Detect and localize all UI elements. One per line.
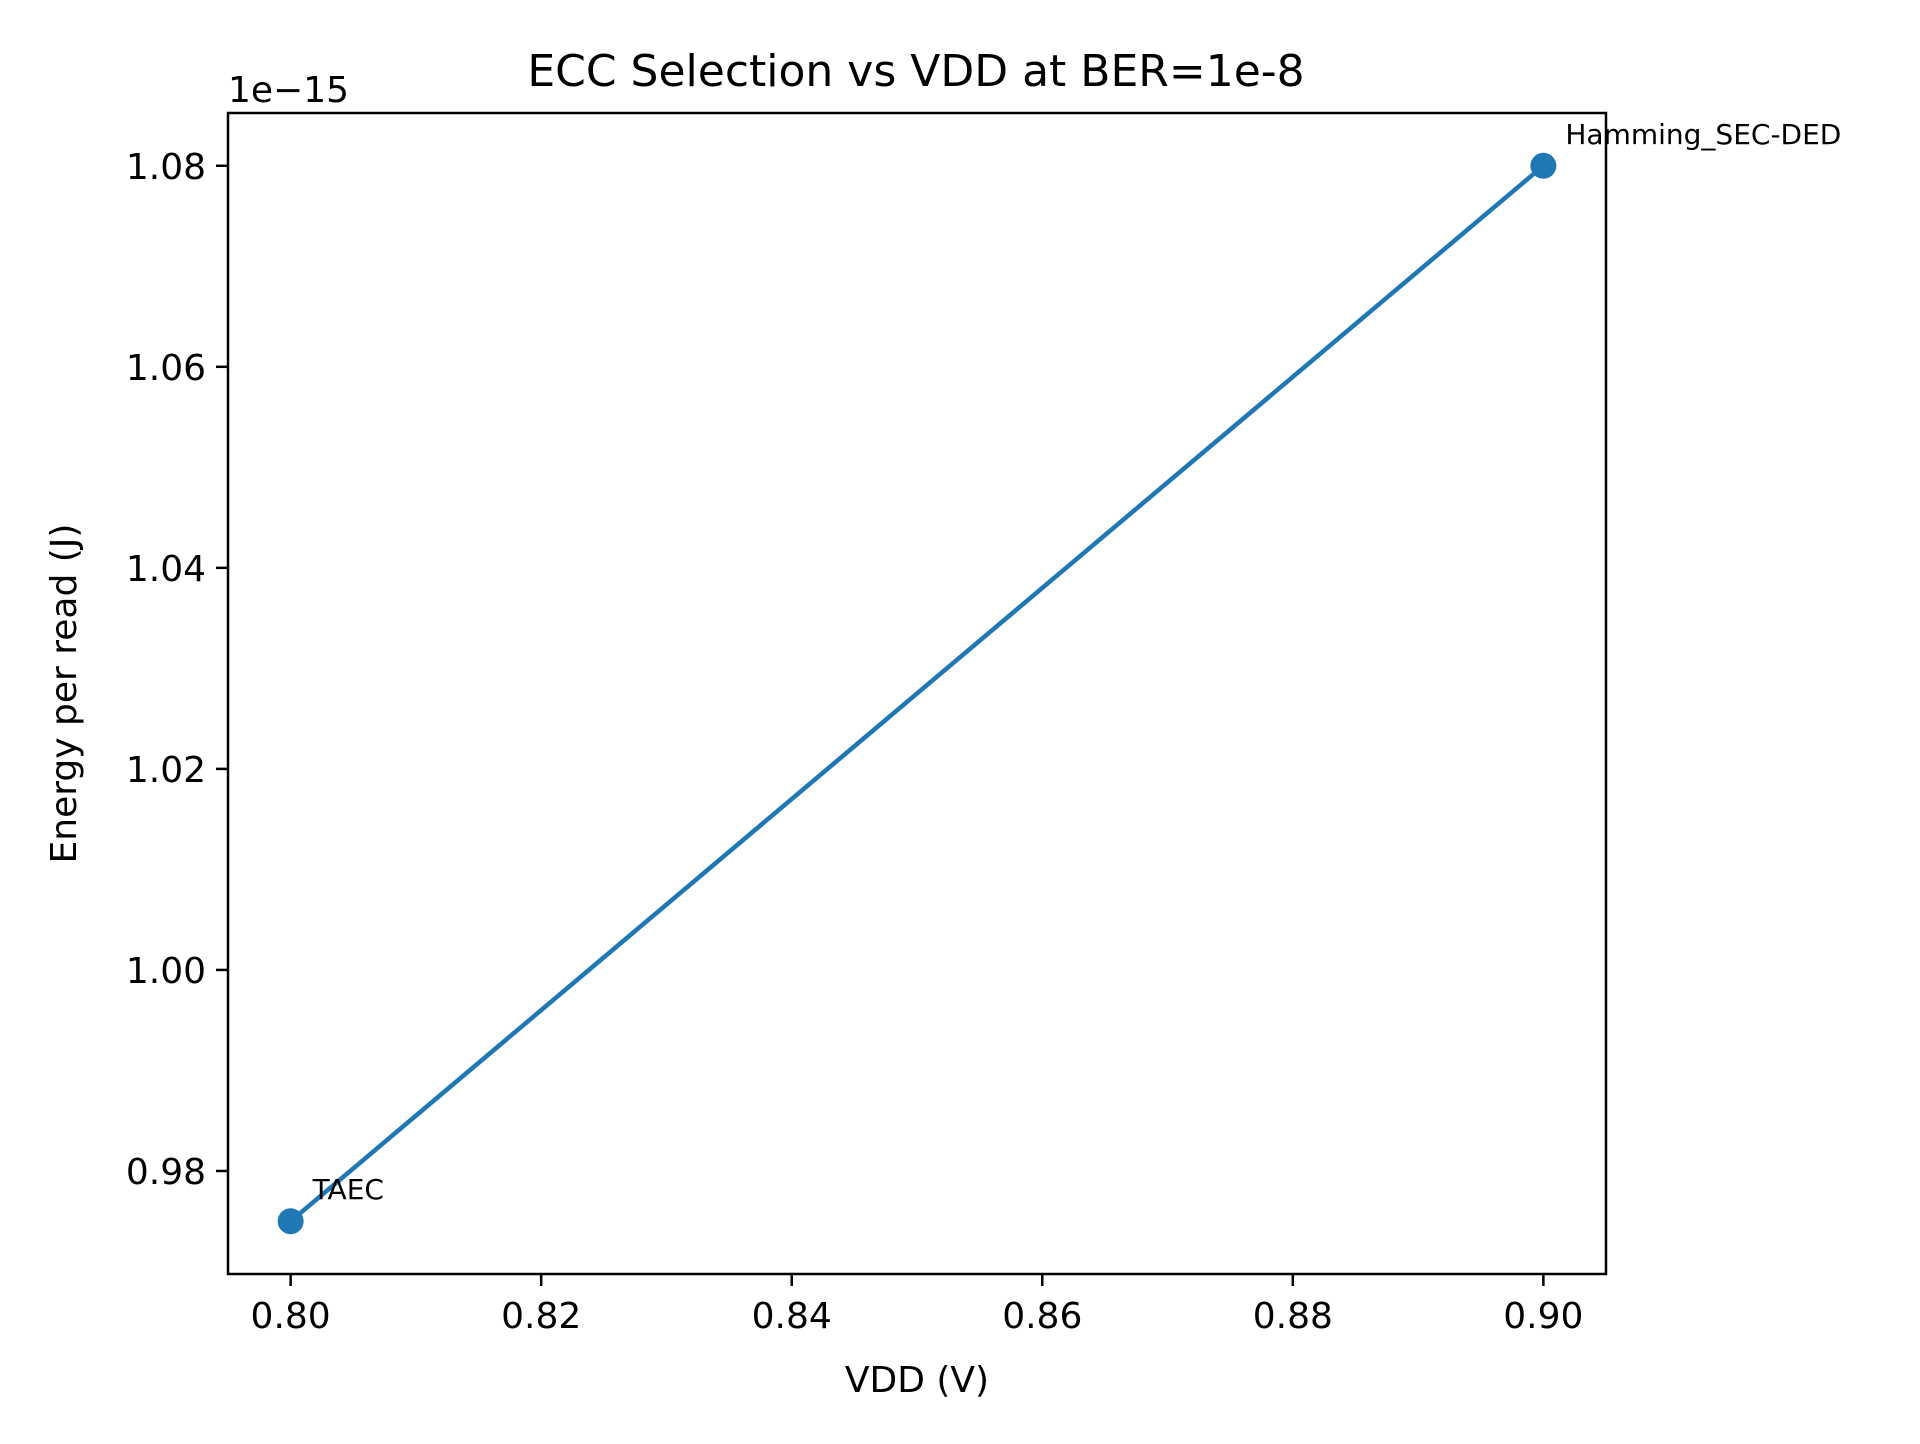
x-tick-label: 0.84 xyxy=(752,1296,832,1337)
x-tick-label: 0.90 xyxy=(1503,1296,1583,1337)
x-tick-label: 0.80 xyxy=(251,1296,331,1337)
y-tick-label: 1.00 xyxy=(126,951,206,992)
x-tick-label: 0.82 xyxy=(501,1296,581,1337)
y-tick-label: 1.06 xyxy=(126,348,206,389)
data-point xyxy=(1530,152,1557,179)
plot-area: TAEC Hamming_SEC-DED xyxy=(277,118,1841,1235)
data-point xyxy=(277,1208,304,1235)
x-tick-label: 0.86 xyxy=(1002,1296,1082,1337)
data-point-label: Hamming_SEC-DED xyxy=(1565,118,1841,151)
y-tick-label: 1.04 xyxy=(126,549,206,590)
axes-frame xyxy=(226,111,1608,1276)
y-axis-label: Energy per read (J) xyxy=(44,524,85,864)
series-line xyxy=(287,162,1547,1225)
y-tick-label: 0.98 xyxy=(126,1152,206,1193)
y-axis-ticks: 0.98 1.00 1.02 1.04 1.06 1.08 xyxy=(126,147,228,1193)
x-tick-label: 0.88 xyxy=(1253,1296,1333,1337)
x-axis-label: VDD (V) xyxy=(845,1360,989,1401)
y-tick-label: 1.08 xyxy=(126,147,206,188)
y-tick-label: 1.02 xyxy=(126,750,206,791)
data-point-label: TAEC xyxy=(312,1173,384,1206)
chart-title: ECC Selection vs VDD at BER=1e-8 xyxy=(527,46,1304,97)
y-offset-label: 1e−15 xyxy=(228,70,349,111)
x-axis-ticks: 0.80 0.82 0.84 0.86 0.88 0.90 xyxy=(251,1274,1583,1337)
